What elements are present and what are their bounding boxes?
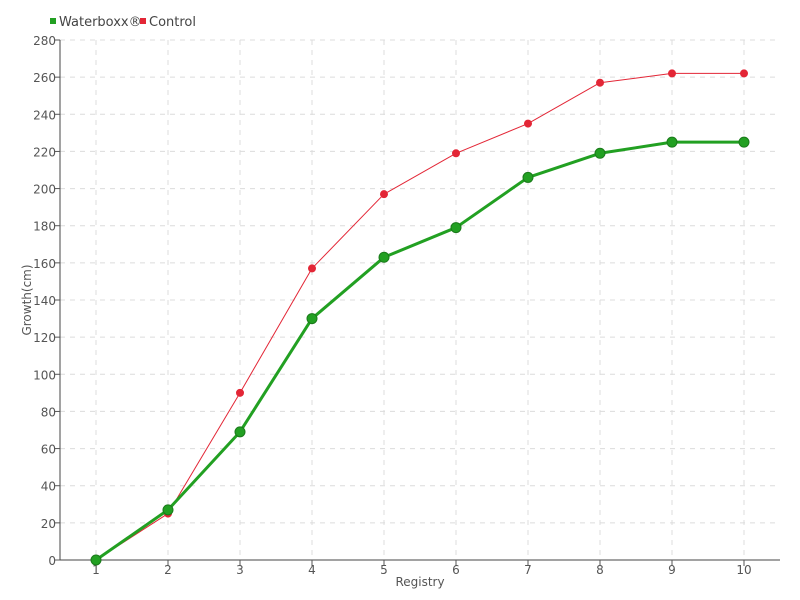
x-tick-label: 9 — [668, 563, 676, 577]
series-line — [95, 140, 744, 562]
data-point — [236, 388, 244, 397]
y-tick-label: 260 — [33, 71, 56, 85]
grid-lines — [60, 39, 780, 560]
series-line — [95, 72, 744, 561]
y-tick-label: 140 — [33, 294, 56, 308]
x-tick-label: 1 — [92, 563, 100, 577]
axis-ticks: 0 20 40 60 80 100 120 140 160 180 200 220 240 260 280 1… — [33, 34, 752, 577]
y-tick-label: 100 — [33, 368, 56, 382]
x-tick-label: 10 — [736, 563, 751, 577]
legend-label: Waterboxx® — [59, 15, 142, 30]
legend: Waterboxx® Control — [50, 15, 196, 30]
data-point — [668, 69, 676, 78]
data-point — [306, 313, 318, 325]
legend-label: Control — [149, 15, 196, 30]
y-tick-label: 0 — [48, 554, 56, 568]
x-axis-title: Registry — [395, 575, 444, 589]
series-1 — [92, 69, 748, 564]
x-tick-label: 2 — [164, 563, 172, 577]
series-0 — [90, 136, 750, 566]
y-axis-title: Growth(cm) — [20, 264, 34, 335]
data-point — [90, 554, 102, 566]
data-point — [522, 171, 534, 183]
y-tick-label: 160 — [33, 257, 56, 271]
data-point — [452, 149, 460, 158]
y-tick-label: 240 — [33, 108, 56, 122]
data-point — [450, 222, 462, 234]
x-tick-label: 5 — [380, 563, 388, 577]
x-tick-label: 7 — [524, 563, 532, 577]
y-tick-label: 220 — [33, 145, 56, 159]
data-point — [308, 264, 316, 273]
data-point — [380, 190, 388, 199]
x-tick-label: 3 — [236, 563, 244, 577]
legend-swatch — [140, 18, 146, 24]
data-point — [596, 78, 604, 87]
y-tick-label: 60 — [41, 443, 56, 457]
data-point — [524, 119, 532, 128]
y-tick-label: 80 — [41, 405, 56, 419]
data-point — [162, 504, 174, 516]
legend-swatch — [50, 18, 56, 24]
x-tick-label: 8 — [596, 563, 604, 577]
data-point — [234, 426, 246, 438]
x-tick-label: 6 — [452, 563, 460, 577]
y-tick-label: 40 — [41, 480, 56, 494]
x-tick-label: 4 — [308, 563, 316, 577]
y-tick-label: 20 — [41, 517, 56, 531]
y-tick-label: 280 — [33, 34, 56, 48]
y-tick-label: 180 — [33, 220, 56, 234]
data-point — [738, 136, 750, 148]
y-tick-label: 200 — [33, 183, 56, 197]
data-point — [666, 136, 678, 148]
data-point — [378, 251, 390, 263]
data-point — [594, 147, 606, 159]
data-point — [740, 69, 748, 78]
data-series — [90, 69, 750, 566]
y-tick-label: 120 — [33, 331, 56, 345]
